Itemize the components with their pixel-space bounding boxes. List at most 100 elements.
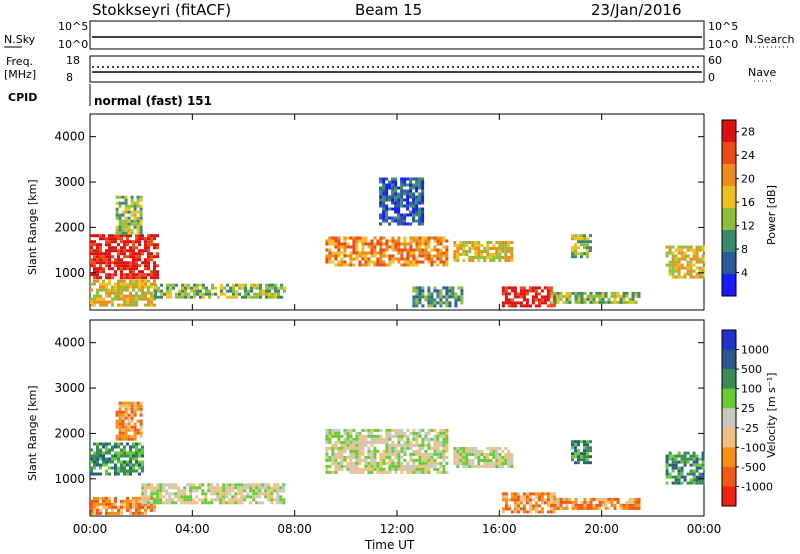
power-cell: [382, 180, 386, 184]
power-cell: [346, 254, 350, 258]
velocity-cell: [105, 499, 108, 503]
power-cell: [99, 249, 102, 253]
power-cell: [671, 254, 675, 258]
velocity-cell: [183, 501, 187, 505]
power-cell: [427, 251, 431, 255]
power-cell: [120, 282, 123, 286]
power-cell: [504, 259, 508, 262]
velocity-cell: [102, 454, 105, 458]
power-cell: [583, 243, 586, 247]
velocity-cell: [406, 434, 410, 438]
power-cell: [118, 195, 122, 199]
power-cell: [460, 286, 464, 290]
velocity-cell: [373, 440, 377, 444]
velocity-cell: [589, 506, 593, 510]
power-cell: [129, 297, 132, 301]
power-cell: [90, 252, 93, 256]
power-cell: [147, 264, 150, 268]
velocity-cell: [379, 434, 383, 438]
velocity-cell: [355, 464, 359, 468]
power-cell: [337, 242, 341, 246]
power-cell: [256, 286, 259, 290]
power-cell: [695, 266, 699, 270]
velocity-cell: [358, 467, 362, 471]
power-cell: [574, 294, 578, 298]
power-cell: [701, 275, 705, 279]
velocity-cell: [433, 467, 437, 471]
power-cell: [130, 204, 134, 208]
velocity-cell: [168, 483, 172, 487]
power-cell: [147, 288, 150, 292]
velocity-cell: [465, 447, 469, 450]
velocity-cell: [228, 498, 232, 502]
power-cell: [132, 264, 135, 268]
velocity-cell: [565, 506, 569, 510]
power-cell: [123, 264, 126, 268]
power-cell: [118, 222, 122, 226]
power-cell: [631, 300, 635, 304]
power-cell: [99, 246, 102, 250]
power-cell: [671, 266, 675, 270]
velocity-cell: [210, 483, 214, 487]
power-cell: [150, 282, 153, 286]
velocity-cell: [225, 486, 229, 490]
x-tick-label: 08:00: [277, 522, 312, 536]
velocity-cell: [364, 428, 368, 432]
power-cell: [454, 292, 458, 296]
velocity-cell: [394, 449, 398, 453]
velocity-cell: [370, 455, 374, 459]
velocity-cell: [589, 497, 593, 501]
velocity-cell: [346, 446, 350, 450]
power-cell: [154, 295, 157, 299]
velocity-cell: [210, 501, 214, 505]
velocity-cell: [391, 461, 395, 465]
velocity-cell: [108, 505, 111, 509]
power-cell: [265, 289, 268, 293]
power-cell: [181, 283, 184, 287]
velocity-cell: [273, 486, 277, 490]
power-cell: [382, 195, 386, 199]
velocity-cell: [424, 458, 428, 462]
velocity-cell: [99, 472, 102, 476]
power-cell: [379, 222, 383, 226]
velocity-cell: [376, 428, 380, 432]
power-cell: [135, 267, 138, 271]
velocity-cell: [126, 442, 129, 446]
power-cell: [477, 247, 481, 250]
power-cell: [528, 289, 532, 293]
x-tick-label: 16:00: [482, 522, 517, 536]
power-cell: [247, 289, 250, 293]
velocity-cell: [367, 428, 371, 432]
velocity-cell: [543, 501, 547, 505]
velocity-cell: [282, 489, 286, 493]
power-cell: [349, 245, 353, 249]
velocity-cell: [108, 511, 111, 515]
velocity-cell: [96, 505, 99, 509]
velocity-cell: [379, 428, 383, 432]
velocity-cell: [120, 448, 123, 452]
velocity-cell: [412, 443, 416, 447]
power-cell: [391, 257, 395, 261]
power-cell: [147, 243, 150, 247]
power-cell: [501, 304, 505, 308]
power-cell: [433, 304, 437, 308]
velocity-cell: [159, 483, 163, 487]
power-cell: [382, 186, 386, 190]
power-cell: [147, 291, 150, 295]
velocity-cell: [692, 457, 696, 461]
power-cell: [129, 270, 132, 274]
power-cell: [382, 192, 386, 196]
power-cell: [409, 180, 413, 184]
power-cell: [695, 272, 699, 276]
velocity-cell: [120, 466, 123, 470]
velocity-cell: [276, 495, 280, 499]
power-cell: [331, 242, 335, 246]
velocity-cell: [613, 497, 617, 501]
velocity-cell: [216, 492, 220, 496]
power-cell: [147, 255, 150, 259]
velocity-cell: [421, 470, 425, 474]
velocity-cell: [674, 454, 678, 458]
velocity-cell: [492, 453, 496, 456]
velocity-cell: [165, 498, 169, 502]
power-cell: [445, 286, 449, 290]
